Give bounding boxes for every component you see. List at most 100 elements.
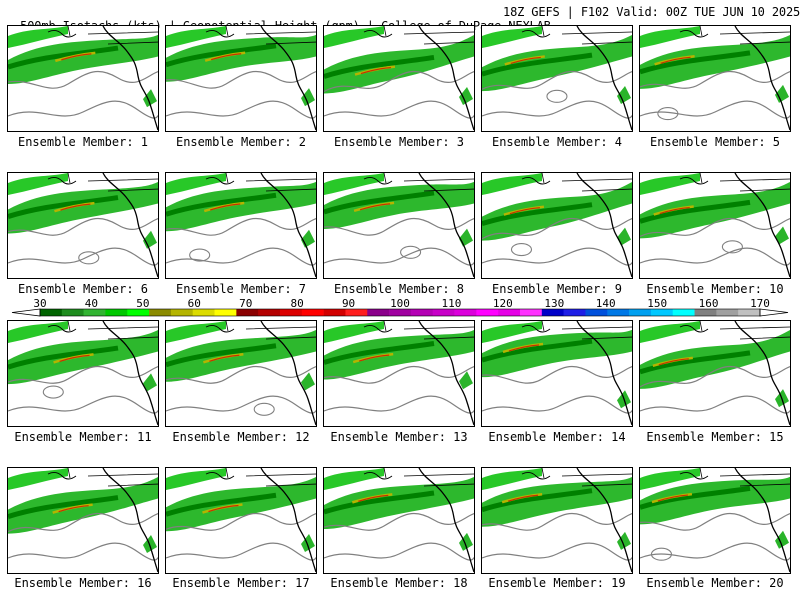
- height-closed-contour: [253, 402, 275, 416]
- height-closed-contour: [510, 242, 533, 257]
- isotach-max: [507, 494, 539, 502]
- colorbar-swatch: [236, 309, 259, 316]
- height-contour: [324, 247, 474, 266]
- ensemble-member-label: Ensemble Member: 15: [646, 430, 784, 444]
- isotach-max: [59, 354, 90, 362]
- jet-core: [8, 45, 119, 70]
- state-borders: [225, 26, 316, 45]
- great-lakes: [521, 29, 551, 38]
- colorbar-tick-label: 80: [290, 297, 304, 310]
- jet-region: [8, 181, 158, 234]
- colorbar-swatch: [192, 309, 215, 316]
- height-contour: [482, 70, 632, 90]
- jet-patch: [775, 84, 789, 103]
- coastline: [576, 26, 632, 131]
- great-lakes: [363, 324, 393, 333]
- ensemble-member-label: Ensemble Member: 7: [175, 282, 307, 296]
- height-contour: [324, 395, 474, 414]
- ensemble-member-label: Ensemble Member: 1: [17, 135, 149, 149]
- great-lakes: [521, 176, 551, 185]
- ensemble-member-map: [7, 25, 159, 132]
- state-borders: [225, 173, 316, 192]
- colorbar-tick-label: 90: [341, 297, 356, 310]
- jet-north: [324, 26, 384, 48]
- coastline: [260, 321, 316, 426]
- jet-region: [166, 329, 316, 382]
- isotach-max: [61, 53, 92, 61]
- colorbar-tick-label: 30: [33, 297, 47, 310]
- height-contour: [482, 100, 632, 119]
- jet-region: [640, 34, 790, 89]
- jet-north: [640, 468, 700, 490]
- state-borders: [699, 26, 790, 45]
- jet-patch: [775, 530, 789, 549]
- colorbar-tick-label: 110: [441, 297, 462, 310]
- height-closed-contour: [650, 547, 673, 561]
- jet-core: [8, 495, 119, 519]
- jet-region: [482, 34, 632, 92]
- jet-core: [482, 52, 593, 77]
- jet-region: [324, 181, 474, 229]
- isotach-max: [210, 203, 241, 211]
- height-contour: [8, 395, 158, 414]
- height-contour: [640, 512, 790, 531]
- colorbar-tick-label: 70: [239, 297, 253, 310]
- state-borders: [541, 321, 632, 340]
- ensemble-member-map: [165, 172, 317, 279]
- height-contour: [640, 217, 790, 237]
- height-contour: [166, 395, 316, 414]
- colorbar-swatch: [498, 309, 521, 316]
- colorbar-swatch: [170, 309, 194, 316]
- coastline: [102, 26, 158, 131]
- colorbar-outline: [39, 308, 761, 317]
- colorbar-swatch: [607, 309, 630, 316]
- ensemble-member-label: Ensemble Member: 4: [491, 135, 623, 149]
- great-lakes: [205, 324, 235, 333]
- jet-core: [166, 192, 277, 217]
- colorbar-tick-label: 120: [492, 297, 513, 310]
- colorbar-scale: [11, 308, 789, 317]
- ensemble-member-map: [639, 25, 791, 132]
- ensemble-member-map: [165, 320, 317, 427]
- jet-core: [640, 350, 751, 375]
- jet-patch: [301, 372, 315, 391]
- colorbar-swatch: [454, 309, 477, 316]
- jet-patch: [775, 226, 789, 245]
- jet-patch: [459, 87, 473, 106]
- height-contour: [166, 542, 316, 561]
- height-contour: [482, 365, 632, 384]
- height-contour: [324, 70, 474, 92]
- colorbar-swatch: [585, 309, 608, 316]
- state-borders: [383, 26, 474, 45]
- height-closed-contour: [400, 245, 422, 259]
- coastline: [418, 173, 474, 278]
- state-borders: [225, 321, 316, 340]
- height-contour: [166, 100, 316, 119]
- jet-region: [640, 476, 790, 525]
- ensemble-member-label: Ensemble Member: 17: [172, 576, 310, 590]
- ensemble-member-map: [323, 172, 475, 279]
- great-lakes: [47, 176, 77, 185]
- state-borders: [541, 468, 632, 487]
- great-lakes: [47, 471, 77, 480]
- isotach-max: [358, 494, 389, 502]
- jet-north: [482, 321, 542, 343]
- jet-north: [8, 321, 68, 343]
- ensemble-member-map: [165, 25, 317, 132]
- isotach-max: [657, 494, 688, 502]
- state-borders: [67, 468, 158, 487]
- jet-core: [8, 345, 119, 370]
- colorbar: 30 40 50 60 70 80 90 100 110 120 130 140 150 160 170: [0, 297, 800, 321]
- ensemble-member-map: [323, 467, 475, 574]
- great-lakes: [205, 29, 235, 38]
- ensemble-member-label: Ensemble Member: 14: [488, 430, 626, 444]
- colorbar-swatch: [323, 309, 346, 316]
- jet-north: [640, 321, 700, 343]
- jet-patch: [143, 89, 157, 108]
- colorbar-swatch: [520, 309, 543, 316]
- height-contour: [640, 70, 790, 89]
- jet-patch: [459, 532, 473, 551]
- colorbar-arrow-left: [11, 308, 41, 317]
- height-contour: [640, 100, 790, 119]
- jet-region: [640, 181, 790, 239]
